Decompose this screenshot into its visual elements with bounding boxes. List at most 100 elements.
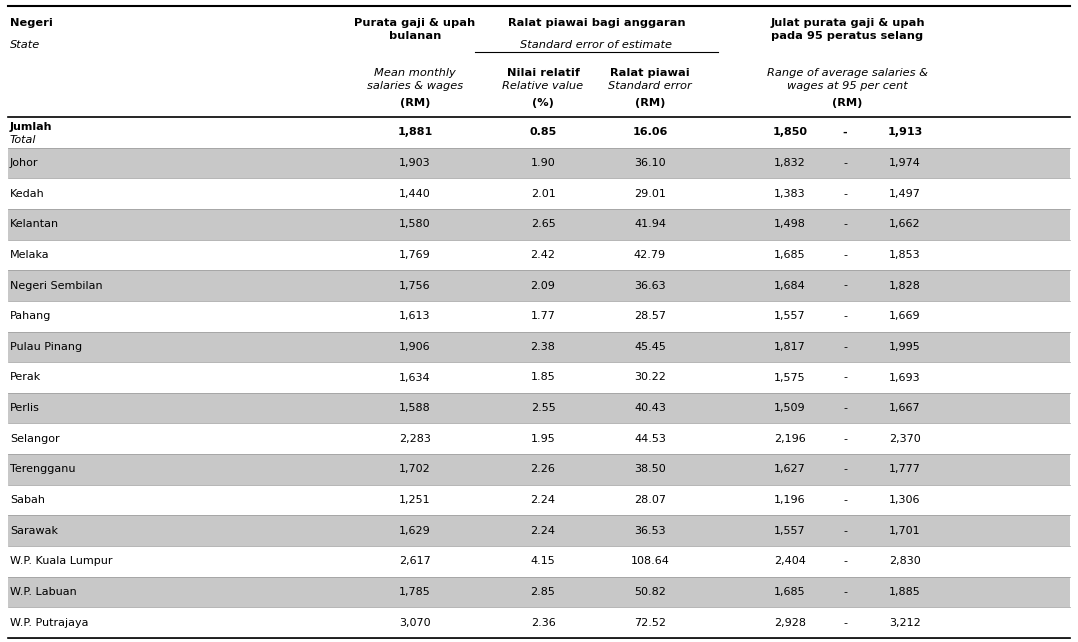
Text: Standard error of estimate: Standard error of estimate [521,40,673,50]
Text: 2.42: 2.42 [530,250,555,260]
Text: (RM): (RM) [832,98,862,108]
Bar [8,577,1070,607]
Text: W.P. Labuan: W.P. Labuan [10,587,77,597]
Text: 1,440: 1,440 [399,189,431,198]
Text: 1.90: 1.90 [530,158,555,168]
Text: 1.77: 1.77 [530,311,555,321]
Text: Sabah: Sabah [10,495,45,505]
Text: -: - [843,127,847,137]
Text: State: State [10,40,40,50]
Text: 42.79: 42.79 [634,250,666,260]
Text: Terengganu: Terengganu [10,464,75,474]
Text: Pahang: Pahang [10,311,52,321]
Text: Kedah: Kedah [10,189,45,198]
Text: 1,685: 1,685 [774,587,806,597]
Text: Jumlah: Jumlah [10,123,53,132]
Text: 1,974: 1,974 [889,158,921,168]
Text: 1,995: 1,995 [889,342,921,352]
Text: 2,370: 2,370 [889,434,921,444]
Text: -: - [843,587,847,597]
Text: 1,196: 1,196 [774,495,806,505]
Text: 1,580: 1,580 [399,220,431,229]
Text: 72.52: 72.52 [634,618,666,628]
Text: 2.26: 2.26 [530,464,555,474]
Text: 1,306: 1,306 [889,495,921,505]
Text: 2.24: 2.24 [530,526,555,535]
Text: 1.95: 1.95 [530,434,555,444]
Text: 2.65: 2.65 [530,220,555,229]
Text: 36.10: 36.10 [634,158,666,168]
Text: -: - [843,372,847,383]
Text: 1.85: 1.85 [530,372,555,383]
Text: W.P. Kuala Lumpur: W.P. Kuala Lumpur [10,557,112,566]
Text: (RM): (RM) [400,98,430,108]
Text: 1,613: 1,613 [399,311,431,321]
Text: 3,212: 3,212 [889,618,921,628]
Text: -: - [843,158,847,168]
Text: 1,669: 1,669 [889,311,921,321]
Text: -: - [843,220,847,229]
Bar [8,516,1070,546]
Text: 1,832: 1,832 [774,158,806,168]
Text: 1,693: 1,693 [889,372,921,383]
Text: 1,885: 1,885 [889,587,921,597]
Text: 1,634: 1,634 [399,372,431,383]
Text: 2.24: 2.24 [530,495,555,505]
Text: 28.57: 28.57 [634,311,666,321]
Text: 1,913: 1,913 [887,127,923,137]
Text: 2.09: 2.09 [530,281,555,291]
Text: 1,769: 1,769 [399,250,431,260]
Text: 2.55: 2.55 [530,403,555,413]
Text: 1,684: 1,684 [774,281,806,291]
Text: 2,283: 2,283 [399,434,431,444]
Text: (RM): (RM) [635,98,665,108]
Text: 45.45: 45.45 [634,342,666,352]
Text: 2.38: 2.38 [530,342,555,352]
Text: 1,881: 1,881 [398,127,432,137]
Bar [8,331,1070,362]
Text: -: - [843,281,847,291]
Text: -: - [843,495,847,505]
Text: 38.50: 38.50 [634,464,666,474]
Text: W.P. Putrajaya: W.P. Putrajaya [10,618,88,628]
Text: 36.53: 36.53 [634,526,666,535]
Text: 30.22: 30.22 [634,372,666,383]
Text: Selangor: Selangor [10,434,59,444]
Text: -: - [843,311,847,321]
Text: -: - [843,464,847,474]
Text: 1,817: 1,817 [774,342,806,352]
Text: 28.07: 28.07 [634,495,666,505]
Text: Mean monthly
salaries & wages: Mean monthly salaries & wages [367,68,464,91]
Text: 1,903: 1,903 [399,158,431,168]
Text: 41.94: 41.94 [634,220,666,229]
Text: -: - [843,526,847,535]
Text: 1,629: 1,629 [399,526,431,535]
Text: 1,627: 1,627 [774,464,806,474]
Text: Perlis: Perlis [10,403,40,413]
Text: -: - [843,342,847,352]
Text: 108.64: 108.64 [631,557,669,566]
Text: 2,617: 2,617 [399,557,431,566]
Text: 1,497: 1,497 [889,189,921,198]
Bar [8,148,1070,178]
Text: 2.01: 2.01 [530,189,555,198]
Text: 1,509: 1,509 [774,403,806,413]
Text: -: - [843,618,847,628]
Text: 1,557: 1,557 [774,526,806,535]
Text: 44.53: 44.53 [634,434,666,444]
Text: 1,701: 1,701 [889,526,921,535]
Text: Ralat piawai bagi anggaran: Ralat piawai bagi anggaran [508,18,686,28]
Text: 0.85: 0.85 [529,127,556,137]
Text: Purata gaji & upah
bulanan: Purata gaji & upah bulanan [355,18,475,41]
Text: Negeri: Negeri [10,18,53,28]
Text: 1,557: 1,557 [774,311,806,321]
Text: -: - [843,189,847,198]
Text: -: - [843,434,847,444]
Text: 50.82: 50.82 [634,587,666,597]
Bar [8,209,1070,239]
Text: 1,498: 1,498 [774,220,806,229]
Text: -: - [843,557,847,566]
Text: 1,662: 1,662 [889,220,921,229]
Text: 1,785: 1,785 [399,587,431,597]
Text: Nilai relatif: Nilai relatif [507,68,580,78]
